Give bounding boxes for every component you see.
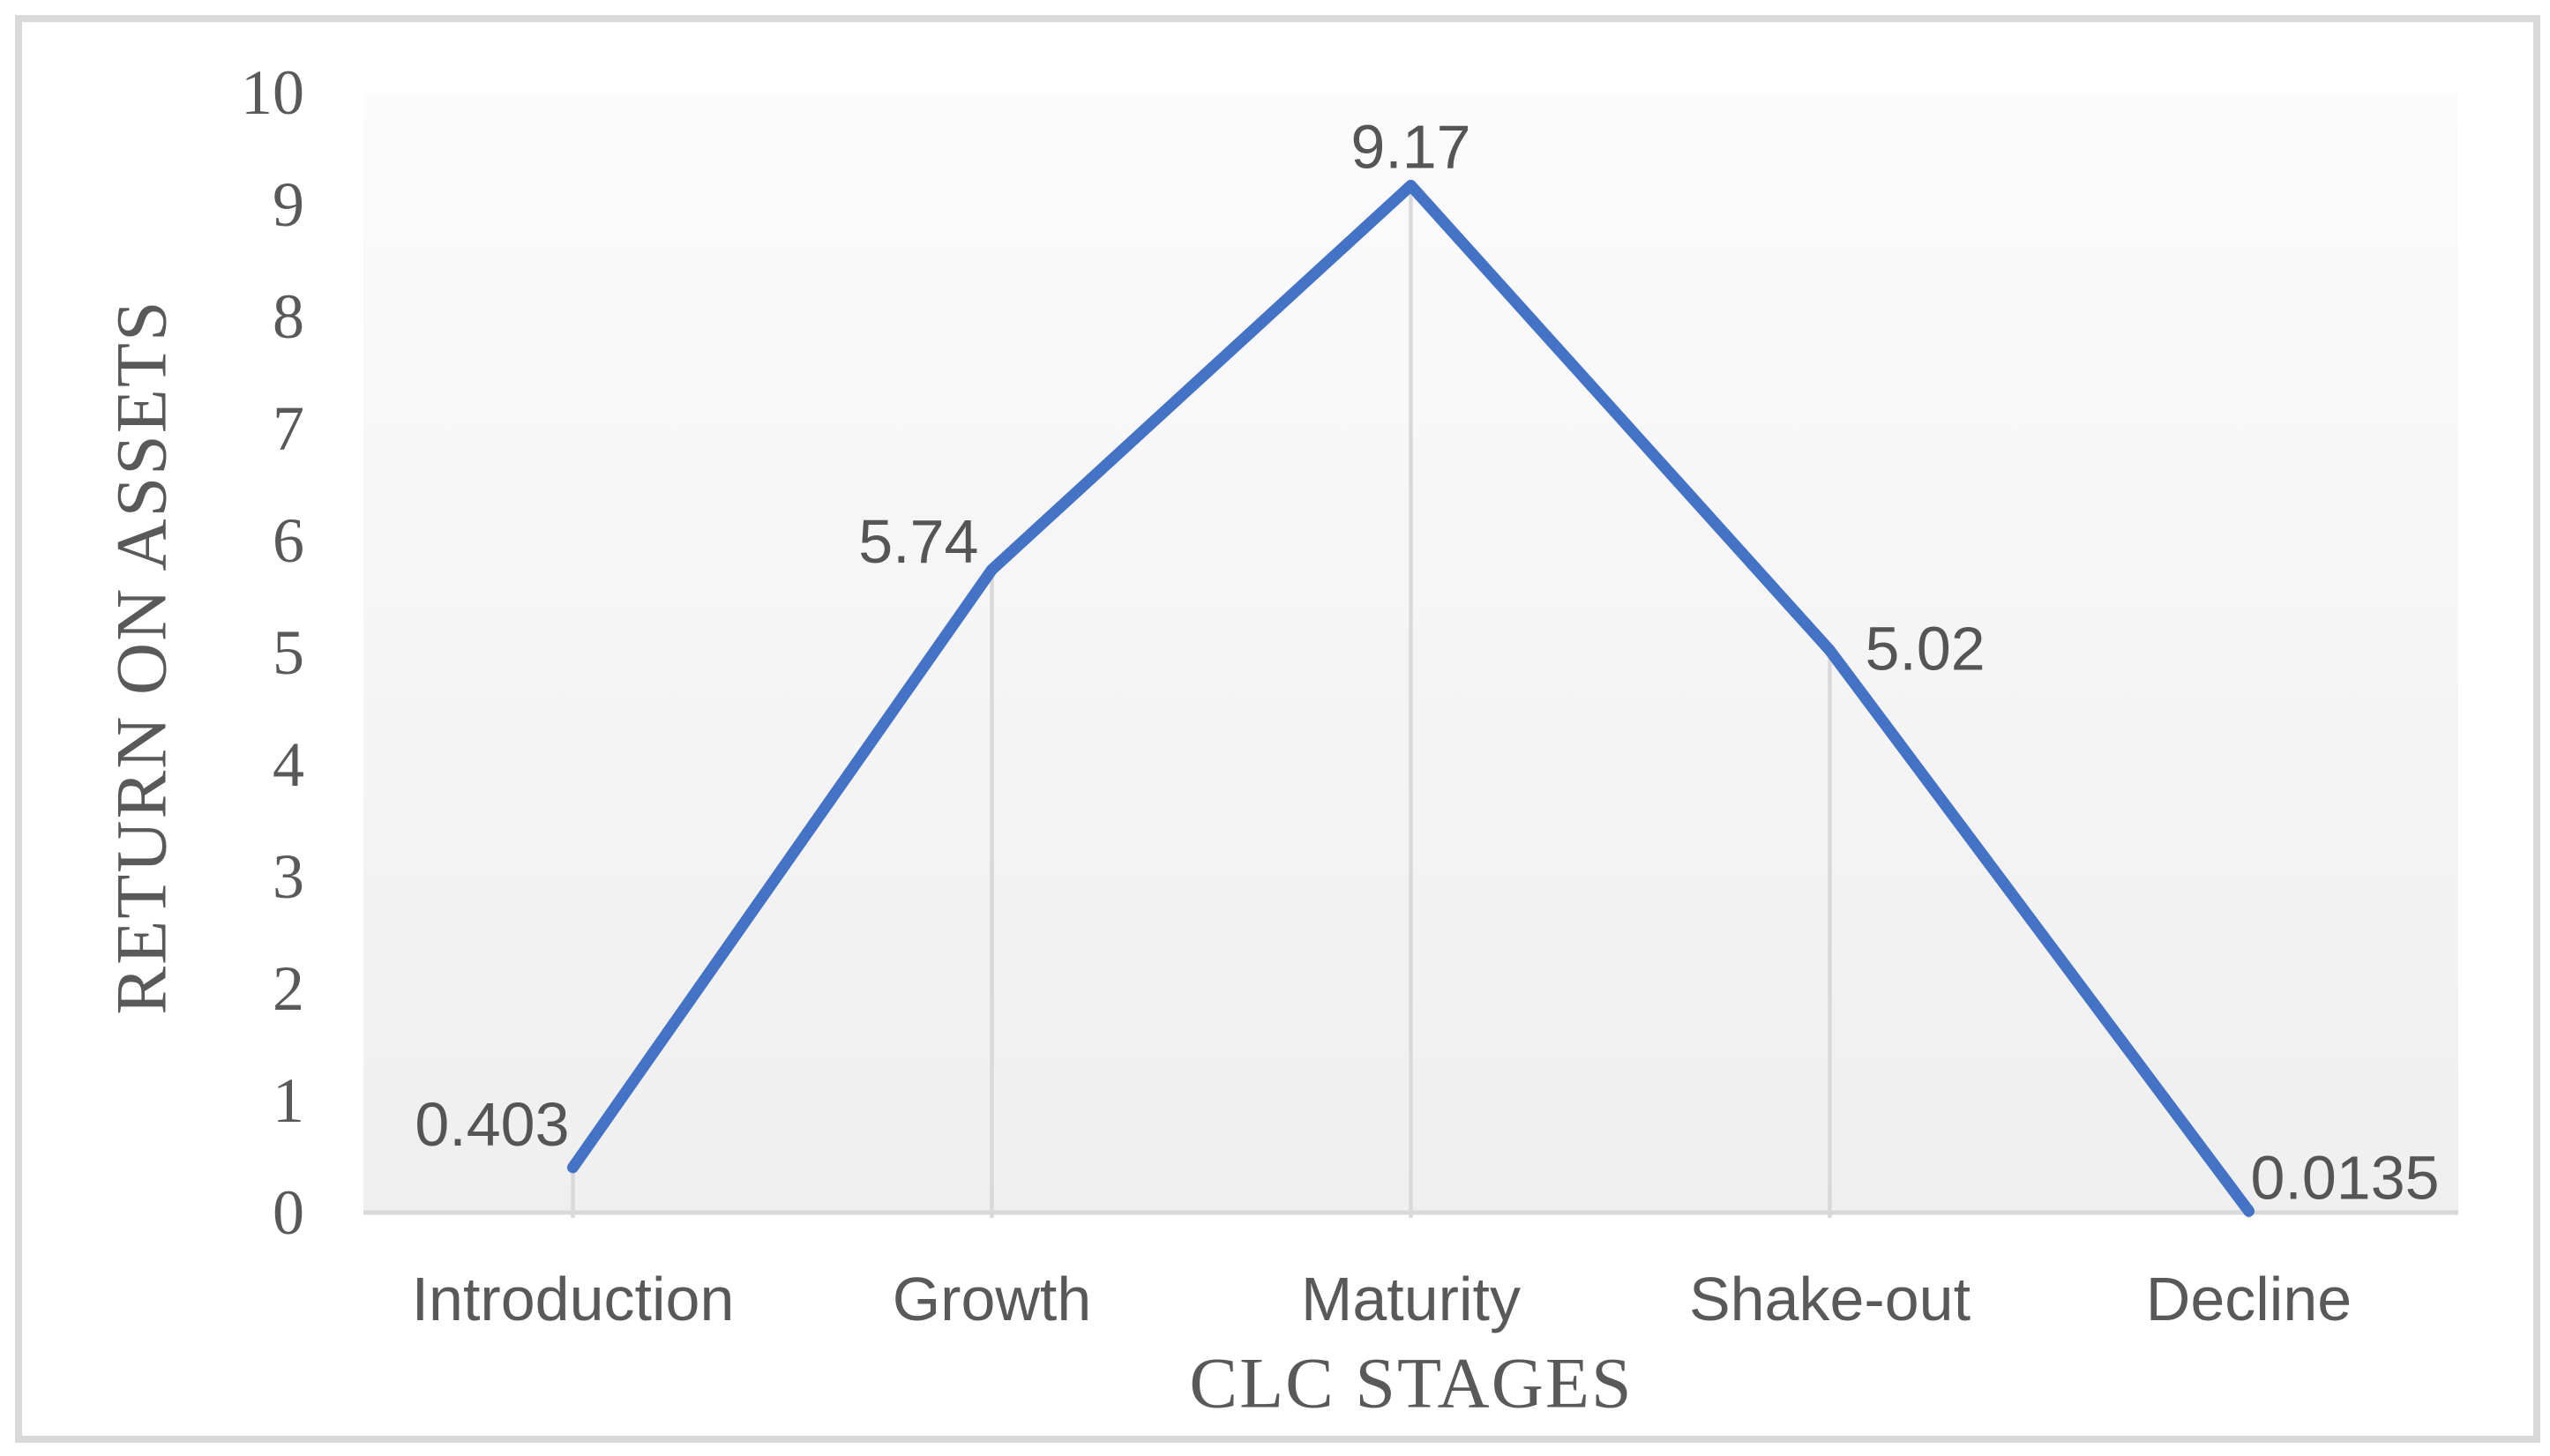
y-axis-title: RETURN ON ASSETS: [101, 299, 182, 1014]
y-tick-label: 4: [273, 729, 304, 800]
y-tick-label: 1: [273, 1065, 304, 1136]
x-axis-title: CLC STAGES: [1189, 1343, 1633, 1423]
data-label: 5.02: [1866, 614, 1985, 683]
y-tick-label: 6: [273, 505, 304, 576]
x-category-label: Shake-out: [1689, 1265, 1970, 1333]
x-category-label: Maturity: [1301, 1265, 1521, 1333]
data-label: 9.17: [1350, 112, 1470, 181]
y-tick-label: 9: [273, 169, 304, 240]
y-tick-label: 0: [273, 1177, 304, 1248]
data-label: 0.403: [415, 1090, 569, 1159]
data-label: 5.74: [858, 507, 978, 576]
x-category-label: Introduction: [412, 1265, 735, 1333]
y-tick-label: 8: [273, 281, 304, 352]
x-category-label: Growth: [893, 1265, 1092, 1333]
roa-series-line: [567, 179, 2255, 1217]
data-labels-group: 0.403 5.74 9.17 5.02 0.0135: [415, 112, 2439, 1212]
y-tick-label: 3: [273, 841, 304, 912]
chart-border: [15, 15, 2540, 1443]
drop-lines-group: [571, 185, 2251, 1218]
y-tick-label: 10: [241, 57, 304, 128]
x-category-labels-group: Introduction Growth Maturity Shake-out Decli…: [412, 1265, 2352, 1333]
y-tick-label: 7: [273, 393, 304, 464]
data-label: 0.0135: [2251, 1143, 2440, 1212]
x-category-label: Decline: [2146, 1265, 2352, 1333]
y-tick-label: 2: [273, 953, 304, 1024]
y-tick-label: 5: [273, 617, 304, 688]
y-tick-labels-group: 0 1 2 3 4 5 6 7 8 9 10: [241, 57, 304, 1248]
